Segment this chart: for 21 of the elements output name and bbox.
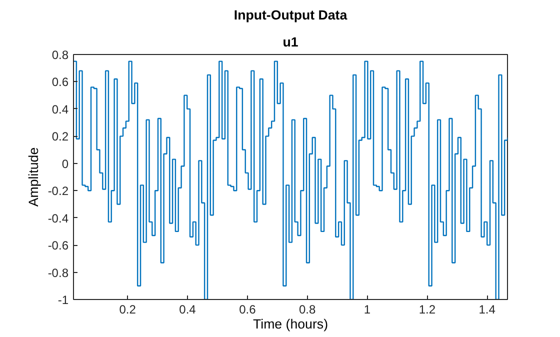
x-tick-label: 1 [364, 302, 371, 316]
y-tick-label: -0.4 [48, 211, 69, 226]
chart-subtitle: u1 [282, 34, 299, 50]
y-tick-label: 0.2 [52, 130, 69, 144]
x-tick-label: 0.6 [239, 302, 256, 316]
x-tick-label: 0.8 [299, 302, 316, 316]
x-tick-label: 0.4 [179, 302, 196, 316]
y-tick-label: -0.2 [48, 184, 69, 198]
y-axis-title: Amplitude [26, 147, 41, 207]
x-tick-label: 0.2 [119, 302, 136, 316]
y-tick-label: -0.6 [48, 238, 69, 253]
y-tick-label: -0.8 [48, 266, 69, 280]
y-tick-label: 0.8 [52, 48, 69, 62]
y-tick-label: 0.4 [52, 102, 69, 116]
y-tick-label: -1 [58, 293, 69, 307]
y-tick-label: 0.6 [52, 75, 69, 90]
x-tick-label: 1.2 [418, 302, 436, 316]
x-axis-title: Time (hours) [252, 316, 328, 332]
y-tick-label: 0 [62, 156, 69, 171]
chart-title: Input-Output Data [234, 8, 348, 22]
x-tick-label: 1.4 [478, 302, 496, 316]
